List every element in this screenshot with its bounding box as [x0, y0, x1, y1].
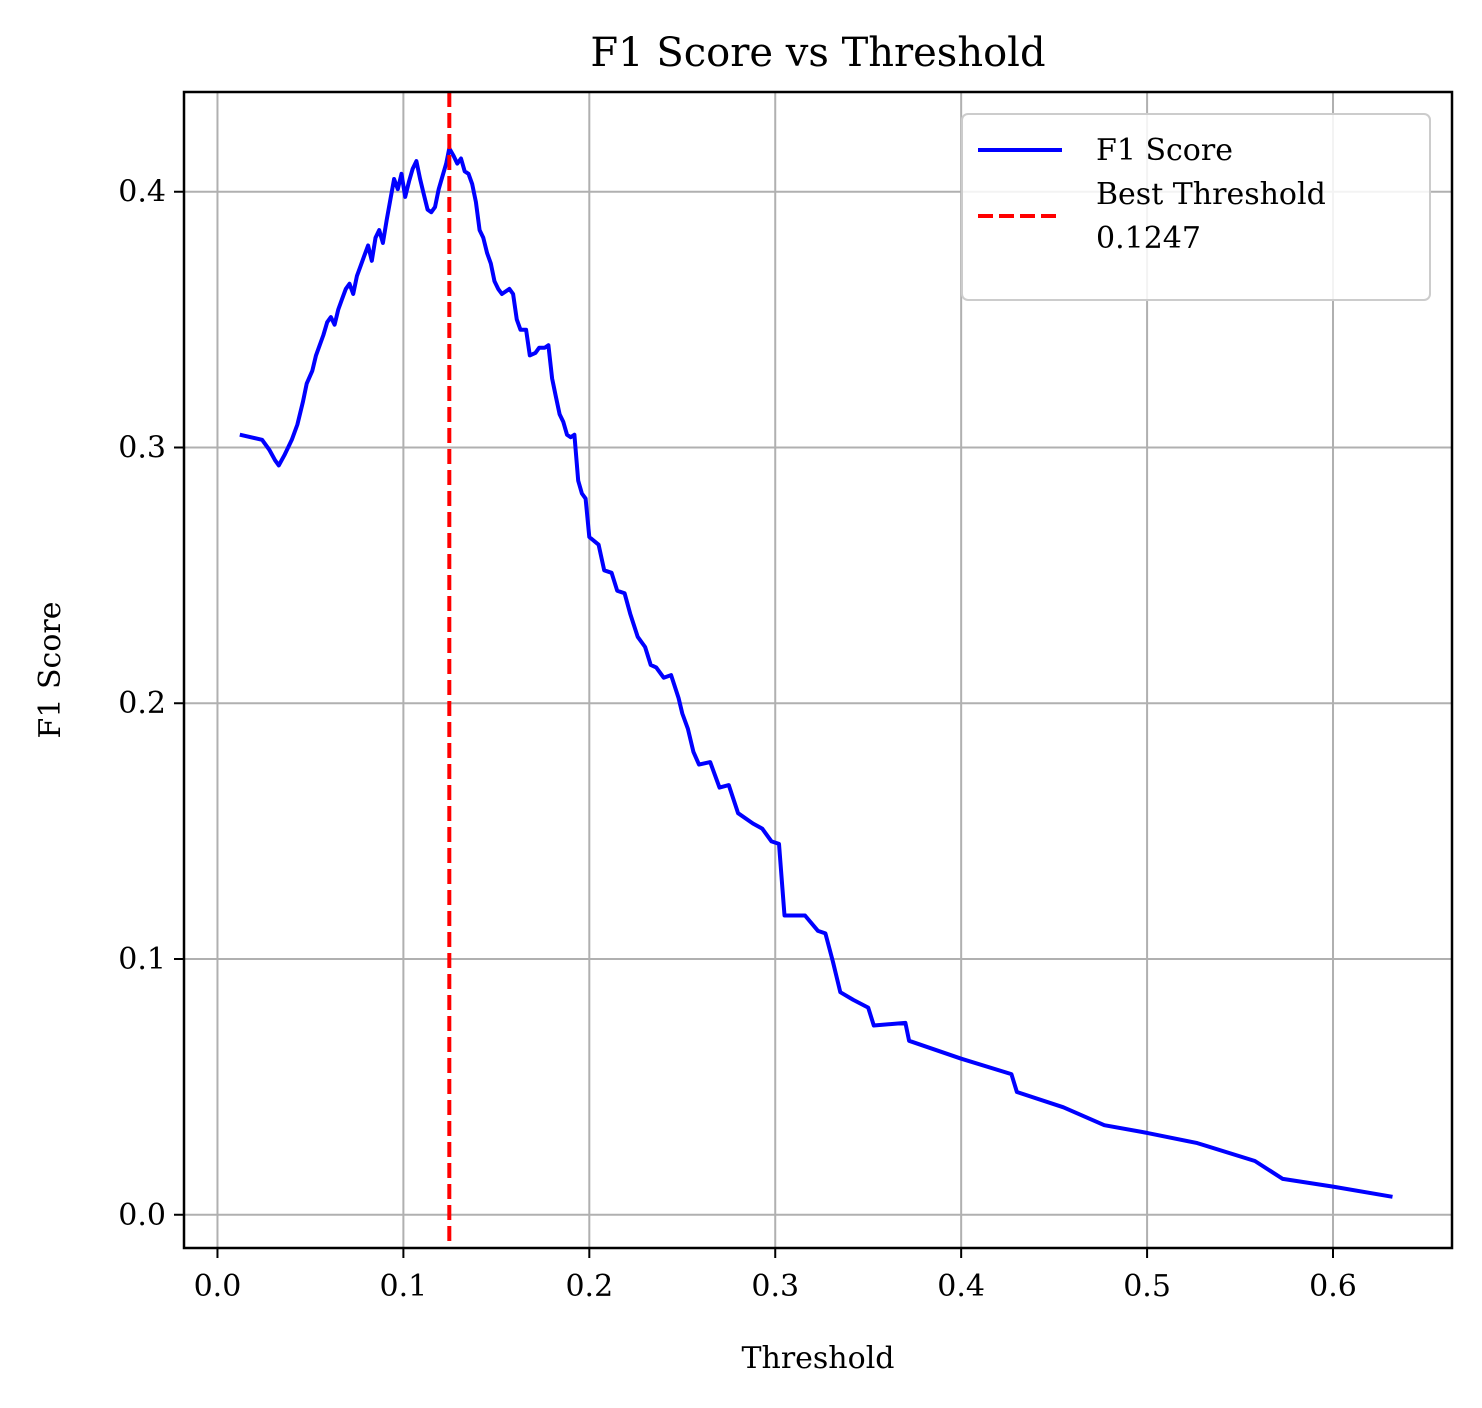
x-tick-label: 0.0 [194, 1269, 242, 1304]
axes: 0.0 0.1 0.2 0.3 0.4 0.5 0.6 0.0 0.1 0.2 0.3 0.4 [118, 90, 1454, 1304]
y-tick-label: 0.4 [118, 175, 166, 210]
legend-box [961, 113, 1431, 301]
x-tick-label: 0.1 [380, 1269, 428, 1304]
plot-frame [182, 90, 1454, 1250]
legend-label: 0.1247 [1096, 221, 1201, 256]
x-tick-label: 0.6 [1309, 1269, 1357, 1304]
y-tick-label: 0.1 [118, 942, 166, 977]
x-tick-label: 0.5 [1123, 1269, 1171, 1304]
legend-label: F1 Score [1096, 133, 1233, 168]
x-tick-label: 0.3 [751, 1269, 799, 1304]
legend-label: Best Threshold [1096, 177, 1326, 212]
x-tick-label: 0.2 [565, 1269, 613, 1304]
legend: F1 Score Best Threshold 0.1247 [961, 113, 1431, 301]
y-axis-label: F1 Score [33, 602, 68, 739]
x-tick-label: 0.4 [937, 1269, 985, 1304]
series-layer [239, 92, 1393, 1248]
y-tick-label: 0.2 [118, 686, 166, 721]
f1-score-line [239, 146, 1393, 1199]
x-axis-label: Threshold [741, 1341, 894, 1376]
y-tick-label: 0.0 [118, 1198, 166, 1233]
y-tick-label: 0.3 [118, 430, 166, 465]
chart-title: F1 Score vs Threshold [590, 30, 1045, 76]
